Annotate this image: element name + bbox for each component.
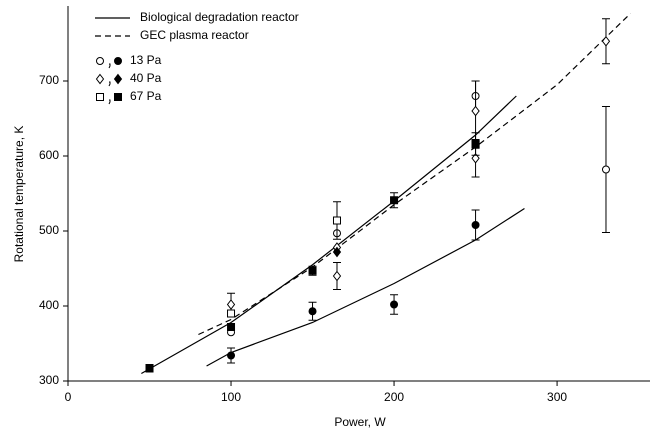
y-tick-label: 500 <box>39 223 59 237</box>
legend-marker <box>114 57 122 65</box>
fit-line <box>141 95 517 375</box>
legend-marker <box>113 73 123 85</box>
legend-separator <box>108 63 111 69</box>
legend-marker <box>96 57 104 65</box>
data-point <box>308 307 317 316</box>
data-point <box>471 140 480 148</box>
y-axis-label: Rotational temperature, K <box>12 126 26 263</box>
data-point <box>332 216 341 225</box>
y-tick-label: 400 <box>39 298 59 312</box>
fit-line <box>198 13 631 336</box>
legend-label: Biological degradation reactor <box>140 10 299 24</box>
data-point <box>226 299 236 310</box>
x-tick-label: 0 <box>65 390 72 404</box>
legend-label: 13 Pa <box>130 53 162 67</box>
x-tick-label: 100 <box>221 390 241 404</box>
x-axis-label: Power, W <box>334 415 386 429</box>
data-point <box>601 35 611 47</box>
y-tick-label: 700 <box>39 73 59 87</box>
data-point <box>227 323 236 331</box>
y-tick-label: 300 <box>39 373 59 387</box>
data-point <box>471 105 480 117</box>
data-point <box>332 246 342 258</box>
data-point <box>227 309 236 318</box>
fit-line <box>206 207 525 367</box>
data-point <box>471 221 480 229</box>
legend-label: 40 Pa <box>130 71 162 85</box>
legend-separator <box>108 99 111 105</box>
data-point <box>145 364 154 373</box>
data-point <box>390 300 399 309</box>
data-point <box>332 270 342 282</box>
data-point <box>227 351 236 360</box>
legend-marker <box>114 93 122 101</box>
legend-marker <box>95 73 105 85</box>
y-tick-label: 600 <box>39 148 59 162</box>
data-point <box>471 152 480 164</box>
data-point <box>390 196 399 205</box>
legend-marker <box>96 93 104 101</box>
x-tick-label: 200 <box>384 390 404 404</box>
legend-label: GEC plasma reactor <box>140 28 249 42</box>
x-tick-label: 300 <box>547 390 567 404</box>
legend-separator <box>108 81 111 87</box>
legend-label: 67 Pa <box>130 89 162 103</box>
data-point <box>601 165 610 174</box>
data-point <box>308 266 317 275</box>
